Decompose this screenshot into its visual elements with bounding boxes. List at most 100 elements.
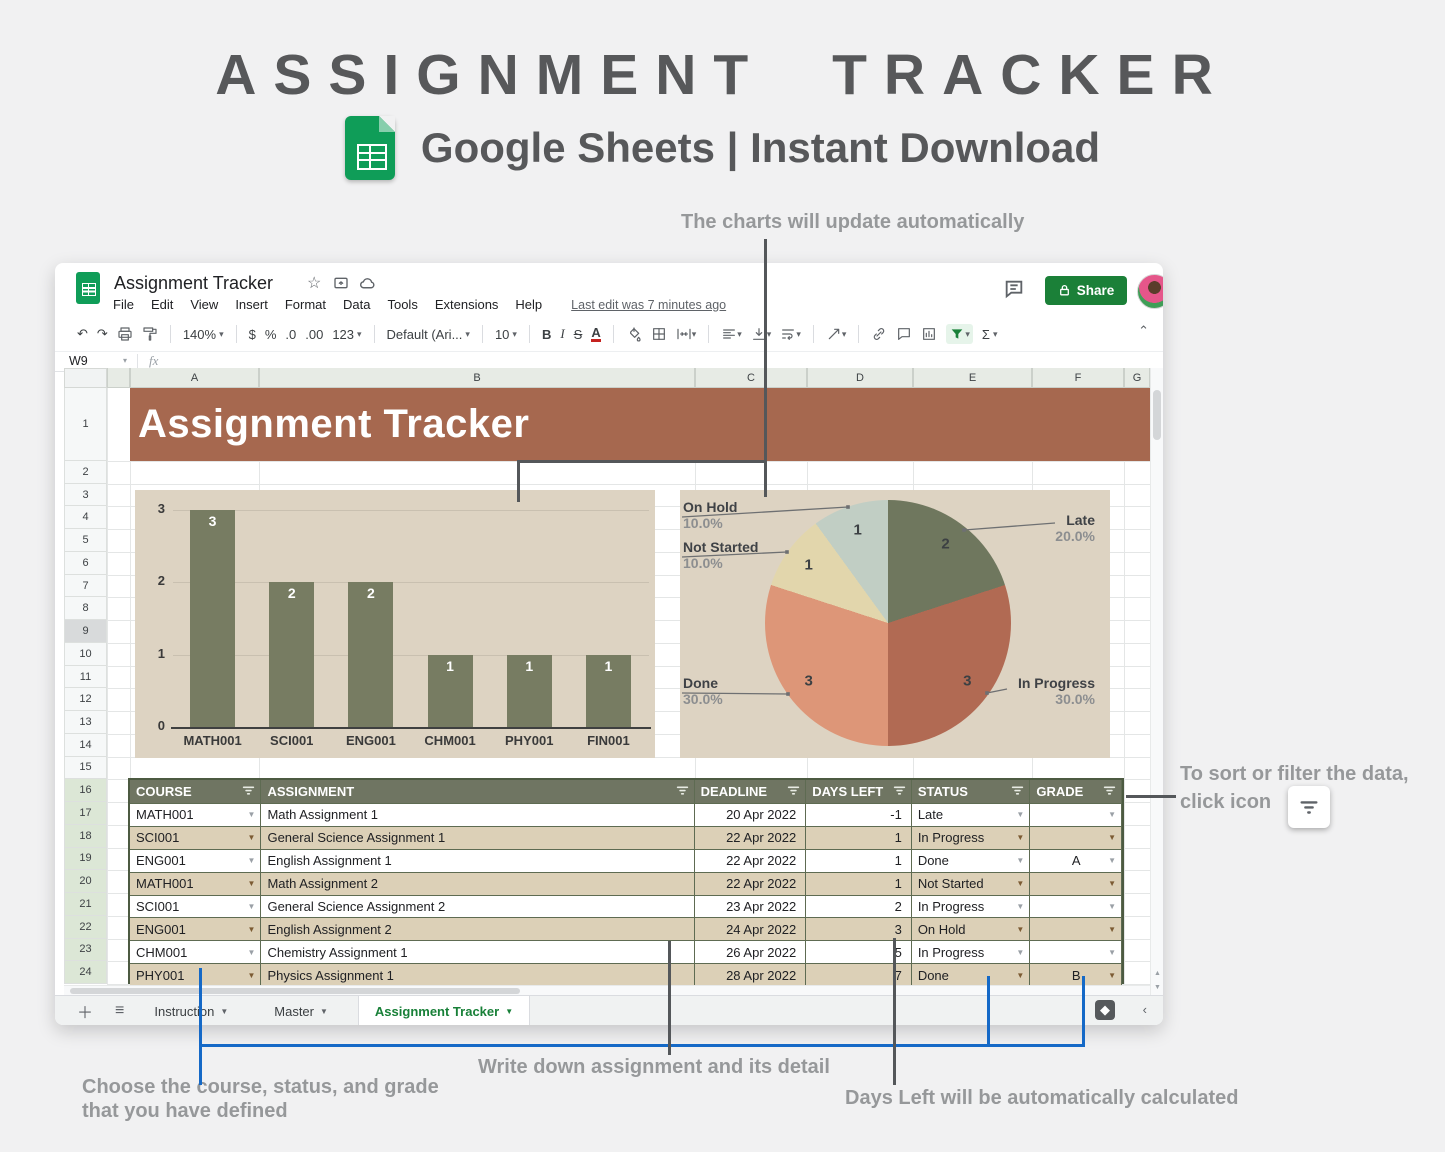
- status-cell[interactable]: Done ▼: [912, 849, 1031, 872]
- sheet-tab-assignment-tracker[interactable]: Assignment Tracker ▼: [357, 996, 531, 1025]
- dropdown-arrow-icon[interactable]: ▼: [1016, 879, 1025, 889]
- days-left-cell[interactable]: 1: [806, 826, 912, 849]
- doc-title[interactable]: Assignment Tracker: [114, 273, 274, 293]
- horizontal-align-icon[interactable]: ▾: [721, 326, 742, 342]
- print-icon[interactable]: [117, 326, 133, 342]
- dropdown-arrow-icon[interactable]: ▼: [247, 970, 256, 980]
- menu-item-data[interactable]: Data: [343, 297, 371, 312]
- font-select[interactable]: Default (Ari... ▾: [387, 327, 470, 342]
- dropdown-arrow-icon[interactable]: ▼: [1016, 810, 1025, 820]
- row-header-9[interactable]: 9: [64, 620, 107, 643]
- row-header-14[interactable]: 14: [64, 733, 107, 757]
- explore-badge-icon[interactable]: ◆: [1095, 1000, 1115, 1020]
- row-header-16[interactable]: 16: [64, 779, 107, 803]
- star-icon[interactable]: ☆: [307, 275, 322, 292]
- assignment-cell[interactable]: General Science Assignment 1: [261, 826, 695, 849]
- deadline-cell[interactable]: 22 Apr 2022: [695, 872, 807, 895]
- last-edit-link[interactable]: Last edit was 7 minutes ago: [571, 297, 727, 312]
- grade-cell[interactable]: ▼: [1030, 872, 1122, 895]
- assignment-cell[interactable]: Math Assignment 2: [261, 872, 695, 895]
- column-header-f[interactable]: F: [1032, 368, 1124, 388]
- row-header-12[interactable]: 12: [64, 688, 107, 712]
- header-filter-icon[interactable]: [787, 784, 800, 800]
- row-header-6[interactable]: 6: [64, 551, 107, 575]
- course-cell[interactable]: ENG001 ▼: [130, 849, 262, 872]
- column-header-e[interactable]: E: [913, 368, 1032, 388]
- paint-format-icon[interactable]: [142, 326, 158, 342]
- dropdown-arrow-icon[interactable]: ▼: [247, 879, 256, 889]
- status-cell[interactable]: Done ▼: [912, 964, 1031, 986]
- dropdown-arrow-icon[interactable]: ▼: [1108, 970, 1116, 980]
- assignment-cell[interactable]: Math Assignment 1: [261, 804, 695, 826]
- row-header-20[interactable]: 20: [64, 870, 107, 894]
- menu-item-insert[interactable]: Insert: [235, 297, 268, 312]
- vertical-scrollbar[interactable]: ▲ ▼: [1150, 368, 1163, 995]
- course-cell[interactable]: PHY001 ▼: [130, 964, 262, 986]
- sheet-tab-menu-icon[interactable]: ▼: [505, 1006, 514, 1016]
- dropdown-arrow-icon[interactable]: ▼: [1016, 924, 1025, 934]
- header-filter-icon[interactable]: [1011, 784, 1024, 800]
- row-header-1[interactable]: 1: [64, 388, 107, 461]
- deadline-cell[interactable]: 23 Apr 2022: [695, 895, 807, 918]
- bold-button[interactable]: B: [542, 327, 551, 342]
- row-header-7[interactable]: 7: [64, 574, 107, 598]
- undo-icon[interactable]: ↶: [77, 326, 88, 342]
- decrease-decimal-button[interactable]: .0: [285, 327, 296, 342]
- row-header-15[interactable]: 15: [64, 756, 107, 780]
- row-header-13[interactable]: 13: [64, 711, 107, 734]
- dropdown-arrow-icon[interactable]: ▼: [1016, 901, 1025, 911]
- insert-chart-icon[interactable]: [921, 326, 937, 342]
- row-header-8[interactable]: 8: [64, 597, 107, 621]
- number-format-button[interactable]: 123 ▾: [332, 327, 361, 342]
- fill-color-icon[interactable]: [626, 326, 642, 342]
- deadline-cell[interactable]: 28 Apr 2022: [695, 964, 807, 986]
- dropdown-arrow-icon[interactable]: ▼: [1016, 856, 1025, 866]
- select-all-corner[interactable]: [64, 368, 107, 388]
- status-cell[interactable]: In Progress ▼: [912, 895, 1031, 918]
- grade-cell[interactable]: ▼: [1030, 918, 1122, 941]
- days-left-cell[interactable]: 7: [806, 964, 912, 986]
- grade-cell[interactable]: ▼: [1030, 804, 1122, 826]
- sheet-tab-menu-icon[interactable]: ▼: [320, 1006, 328, 1016]
- all-sheets-icon[interactable]: ≡: [115, 1002, 125, 1019]
- column-header-d[interactable]: D: [807, 368, 913, 388]
- sheet-tab-instruction[interactable]: Instruction ▼: [138, 996, 244, 1025]
- scroll-up-icon[interactable]: ▲: [1154, 969, 1161, 977]
- dropdown-arrow-icon[interactable]: ▼: [1108, 947, 1116, 957]
- assignment-cell[interactable]: English Assignment 1: [261, 849, 695, 872]
- deadline-cell[interactable]: 22 Apr 2022: [695, 826, 807, 849]
- assignment-cell[interactable]: Chemistry Assignment 1: [261, 941, 695, 964]
- dropdown-arrow-icon[interactable]: ▼: [247, 810, 256, 820]
- scroll-down-icon[interactable]: ▼: [1154, 983, 1161, 991]
- insert-link-icon[interactable]: [871, 326, 887, 342]
- increase-decimal-button[interactable]: .00: [305, 327, 323, 342]
- row-header-5[interactable]: 5: [64, 529, 107, 552]
- dropdown-arrow-icon[interactable]: ▼: [247, 924, 256, 934]
- pie-chart[interactable]: 2 3 3 1 1 Late 20.0% In Progress 30.0% Done 30.0% N…: [680, 490, 1110, 758]
- row-header-2[interactable]: 2: [64, 461, 107, 484]
- create-filter-icon[interactable]: ▾: [946, 324, 973, 344]
- menu-item-help[interactable]: Help: [515, 297, 543, 312]
- deadline-cell[interactable]: 26 Apr 2022: [695, 941, 807, 964]
- grade-cell[interactable]: A ▼: [1030, 849, 1122, 872]
- dropdown-arrow-icon[interactable]: ▼: [1108, 924, 1116, 934]
- row-header-11[interactable]: 11: [64, 665, 107, 689]
- course-cell[interactable]: MATH001 ▼: [130, 804, 262, 826]
- header-filter-icon[interactable]: [893, 784, 906, 800]
- days-left-cell[interactable]: 2: [806, 895, 912, 918]
- name-box-caret-icon[interactable]: ▾: [123, 356, 128, 365]
- percent-button[interactable]: %: [265, 327, 277, 342]
- merge-cells-icon[interactable]: ▾: [676, 326, 696, 342]
- menu-item-extensions[interactable]: Extensions: [434, 297, 499, 312]
- text-rotation-icon[interactable]: ▾: [826, 326, 846, 342]
- horizontal-scrollbar[interactable]: [64, 985, 1150, 996]
- dropdown-arrow-icon[interactable]: ▼: [1108, 901, 1116, 911]
- dropdown-arrow-icon[interactable]: ▼: [1108, 879, 1116, 889]
- zoom-select[interactable]: 140% ▾: [183, 327, 224, 342]
- deadline-cell[interactable]: 22 Apr 2022: [695, 849, 807, 872]
- menu-item-file[interactable]: File: [113, 297, 134, 312]
- column-header[interactable]: [107, 368, 130, 388]
- collapse-toolbar-icon[interactable]: ⌃: [1138, 323, 1149, 338]
- assignment-cell[interactable]: Physics Assignment 1: [261, 964, 695, 986]
- course-cell[interactable]: MATH001 ▼: [130, 872, 262, 895]
